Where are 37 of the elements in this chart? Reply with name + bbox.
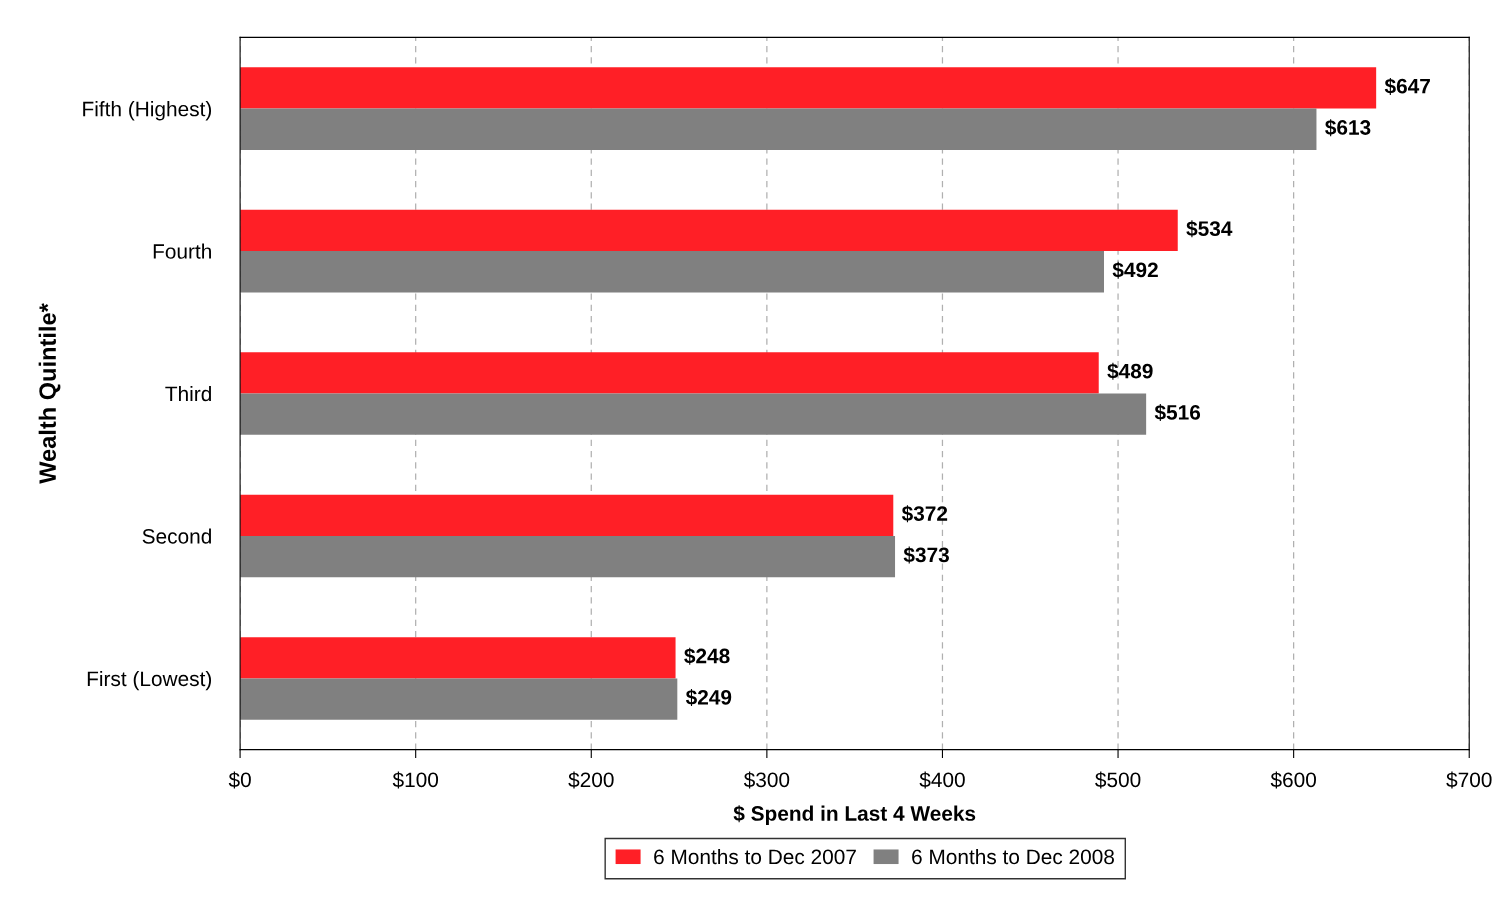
x-axis-title: $ Spend in Last 4 Weeks — [733, 805, 976, 825]
y-tick-label: Third — [165, 385, 211, 402]
x-tick-label: $600 — [1270, 771, 1316, 789]
y-tick-label: First (Lowest) — [87, 670, 212, 691]
data-label: $534 — [1186, 220, 1233, 238]
bar — [240, 67, 1377, 109]
data-label: $613 — [1325, 119, 1371, 137]
data-label: $647 — [1384, 77, 1430, 95]
bar — [240, 209, 1178, 252]
y-tick-label: Second — [142, 528, 211, 544]
data-label: $516 — [1154, 404, 1201, 422]
x-tick-label: $300 — [743, 771, 790, 789]
data-label: $373 — [903, 546, 949, 564]
bar — [240, 251, 1104, 293]
y-tick-label: Fourth — [153, 243, 211, 259]
bar — [240, 393, 1147, 435]
x-tick-label: $0 — [228, 771, 251, 789]
bar — [240, 494, 894, 536]
bar — [240, 535, 896, 578]
bar — [240, 678, 678, 720]
data-label: $489 — [1107, 362, 1153, 380]
data-label: $492 — [1112, 261, 1158, 279]
data-label: $249 — [685, 689, 732, 707]
x-tick-label: $500 — [1095, 771, 1141, 789]
x-tick-label: $700 — [1446, 771, 1492, 789]
data-label: $372 — [901, 505, 948, 523]
y-axis-title: Wealth Quintile* — [38, 303, 61, 484]
bar — [240, 108, 1317, 150]
legend-label: 6 Months to Dec 2008 — [912, 848, 1114, 865]
bar — [240, 352, 1099, 394]
y-tick-label: Fifth (Highest) — [83, 101, 212, 121]
legend-label: 6 Months to Dec 2007 — [654, 848, 856, 865]
x-tick-label: $200 — [568, 771, 614, 789]
x-tick-label: $100 — [392, 771, 439, 789]
bar — [240, 637, 676, 679]
x-tick-label: $400 — [919, 771, 965, 789]
data-label: $248 — [684, 647, 730, 665]
